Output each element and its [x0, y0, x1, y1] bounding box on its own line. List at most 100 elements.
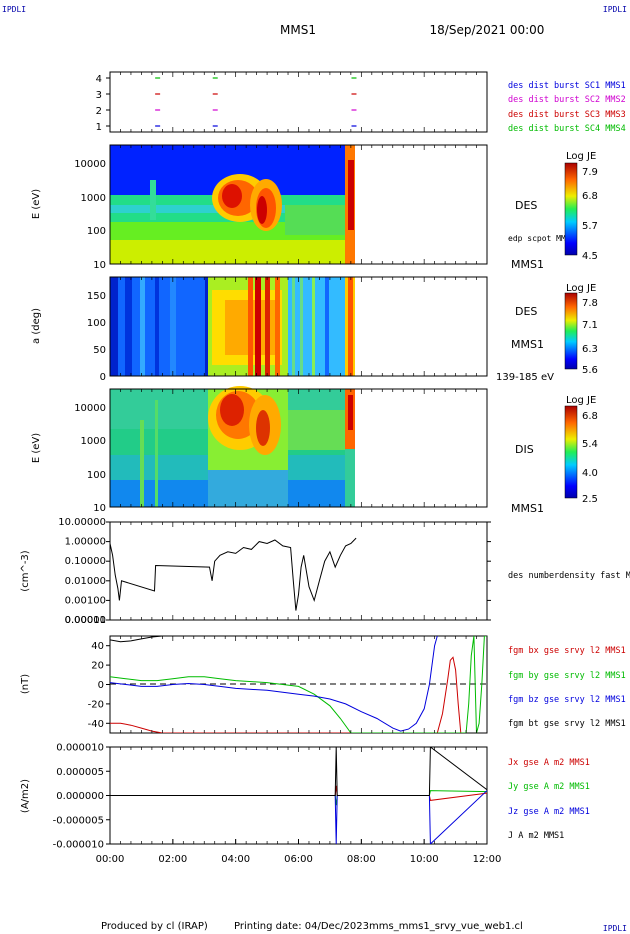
des-energy-ytick-100: 100 — [87, 226, 106, 237]
x-tick-label: 08:00 — [347, 854, 376, 865]
current-ytick-label: -0.000005 — [53, 815, 104, 826]
dis-energy-ytick-100: 100 — [87, 470, 106, 481]
density-ytick-label: 0.00001 — [65, 615, 106, 626]
mag-ytick-label: 0 — [98, 680, 104, 691]
dis-energy-ylabel: E (eV) — [31, 433, 42, 463]
density-ytick-label: 0.00100 — [65, 595, 106, 606]
dis-energy-right-label-2: MMS1 — [511, 502, 544, 515]
mag-ytick-label: 20 — [91, 661, 104, 672]
current-ylabel: (A/m2) — [20, 779, 31, 813]
legend-mag-by: fgm by gse srvy l2 MMS1 — [508, 671, 626, 681]
mag-series-line — [110, 636, 438, 732]
dis-energy-heatmap — [110, 386, 355, 507]
density-ytick-label: 0.01000 — [65, 576, 106, 587]
x-tick-label: 00:00 — [96, 854, 125, 865]
panel-burst: 1 2 3 4 des dist burst SC1 MMS1 des dist bu… — [96, 71, 626, 134]
des-pitch-colorbar-tick-1: 5.6 — [582, 365, 598, 376]
des-pitch-ytick-0: 0 — [100, 372, 106, 383]
des-pitch-colorbar-title: Log JE — [566, 283, 596, 294]
footer-produced: Produced by cl (IRAP) — [101, 921, 208, 932]
des-energy-colorbar-tick-3: 6.8 — [582, 191, 598, 202]
dis-energy-colorbar-tick-1: 2.5 — [582, 494, 598, 505]
des-pitch-ytick-50: 50 — [93, 345, 106, 356]
dis-energy-colorbar — [564, 405, 578, 499]
x-tick-label: 10:00 — [410, 854, 439, 865]
mag-series-line — [110, 636, 487, 733]
legend-current-jz: Jz gse A m2 MMS1 — [508, 807, 590, 817]
header-spacecraft: MMS1 — [280, 23, 316, 37]
current-series-line — [110, 790, 487, 806]
panel-density: 0.000010.00010 0.00100 0.01000 0.10000 1.000… — [20, 517, 630, 626]
burst-ytick-label: 3 — [96, 90, 102, 101]
legend-burst-sc3: des dist burst SC3 MMS3 — [508, 110, 626, 120]
des-energy-right-label-3: MMS1 — [511, 258, 544, 271]
panel-des-pitch: a (deg) 0 50 100 150 DES MMS1 139-185 eV… — [31, 276, 598, 383]
des-energy-right-label-2: edp scpot MMS1 — [508, 234, 576, 243]
des-energy-heatmap — [110, 145, 355, 264]
panel-current: -0.000010 -0.000005 0.000000 0.000005 0.0000… — [20, 72, 590, 865]
des-pitch-colorbar-tick-3: 7.1 — [582, 320, 598, 331]
x-tick-label: 04:00 — [221, 854, 250, 865]
mag-series-line — [110, 636, 163, 643]
corner-label-top-left: IPDLI — [2, 5, 26, 14]
burst-ytick-label: 1 — [96, 122, 102, 133]
des-pitch-colorbar — [564, 292, 578, 370]
legend-burst-sc4: des dist burst SC4 MMS4 — [508, 124, 626, 134]
mag-ylabel: (nT) — [20, 674, 31, 694]
current-ytick-label: 0.000005 — [56, 767, 104, 778]
current-ytick-label: 0.000010 — [56, 743, 104, 754]
des-energy-colorbar-title: Log JE — [566, 151, 596, 162]
burst-ytick-label: 4 — [96, 74, 102, 85]
mag-ytick-label: 40 — [91, 641, 104, 652]
current-series-line — [110, 747, 487, 796]
dis-energy-ytick-1000: 1000 — [81, 436, 106, 447]
des-energy-ytick-10000: 10000 — [74, 159, 106, 170]
des-energy-colorbar — [564, 162, 578, 256]
footer-file: mms_mms1_srvy_vue_web1.cl — [369, 921, 523, 932]
des-pitch-heatmap — [110, 277, 355, 376]
panel-magnetic-field: -40 -20 0 20 40 (nT) fgm bx gse srvy l2 MMS1… — [20, 635, 626, 734]
x-tick-label: 06:00 — [284, 854, 313, 865]
header-date-time: 18/Sep/2021 00:00 — [430, 23, 545, 37]
panel-burst-frame — [109, 71, 488, 133]
density-ylabel: (cm^-3) — [20, 550, 31, 591]
legend-current-j: J A m2 MMS1 — [508, 831, 564, 841]
panel-dis-energy: E (eV) 10 100 1000 10000 DIS MMS1 Log JE… — [31, 386, 598, 515]
des-pitch-right-label-2: MMS1 — [511, 338, 544, 351]
des-pitch-right-label-1: DES — [515, 305, 537, 318]
dis-energy-ytick-10: 10 — [93, 503, 106, 514]
legend-burst-sc2: des dist burst SC2 MMS2 — [508, 95, 626, 105]
mag-ytick-label: -40 — [88, 719, 104, 730]
dis-energy-ytick-10000: 10000 — [74, 403, 106, 414]
legend-density: des numberdensity fast M — [508, 571, 630, 581]
density-ytick-label: 0.00010 — [65, 615, 106, 626]
footer-printed: Printing date: 04/Dec/2023 — [234, 921, 369, 932]
legend-current-jx: Jx gse A m2 MMS1 — [508, 758, 590, 768]
density-ytick-label: 1.00000 — [65, 537, 106, 548]
density-series-line — [110, 537, 357, 611]
x-tick-label: 02:00 — [158, 854, 187, 865]
panel-density-frame — [109, 521, 488, 621]
des-energy-colorbar-tick-4: 7.9 — [582, 167, 598, 178]
current-ytick-label: -0.000010 — [53, 840, 104, 851]
legend-mag-bz: fgm bz gse srvy l2 MMS1 — [508, 695, 626, 705]
dis-energy-right-label-1: DIS — [515, 443, 534, 456]
legend-mag-bx: fgm bx gse srvy l2 MMS1 — [508, 646, 626, 656]
des-energy-ytick-1000: 1000 — [81, 193, 106, 204]
density-ytick-label: 10.00000 — [58, 517, 106, 528]
legend-current-jy: Jy gse A m2 MMS1 — [508, 782, 590, 792]
burst-ytick-label: 2 — [96, 106, 102, 117]
dis-energy-colorbar-tick-3: 5.4 — [582, 439, 598, 450]
des-pitch-ytick-100: 100 — [87, 318, 106, 329]
des-energy-ylabel: E (eV) — [31, 189, 42, 219]
des-pitch-colorbar-tick-2: 6.3 — [582, 344, 598, 355]
x-tick-label: 12:00 — [473, 854, 502, 865]
dis-energy-colorbar-title: Log JE — [566, 395, 596, 406]
des-pitch-ytick-150: 150 — [87, 291, 106, 302]
panel-des-energy: E (eV) 10 100 1000 10000 DES edp scpot M… — [31, 144, 598, 271]
mag-ytick-label: -20 — [88, 699, 104, 710]
dis-energy-colorbar-tick-2: 4.0 — [582, 468, 598, 479]
density-ytick-label: 0.10000 — [65, 556, 106, 567]
des-energy-colorbar-tick-2: 5.7 — [582, 221, 598, 232]
des-pitch-ylabel: a (deg) — [31, 308, 42, 344]
